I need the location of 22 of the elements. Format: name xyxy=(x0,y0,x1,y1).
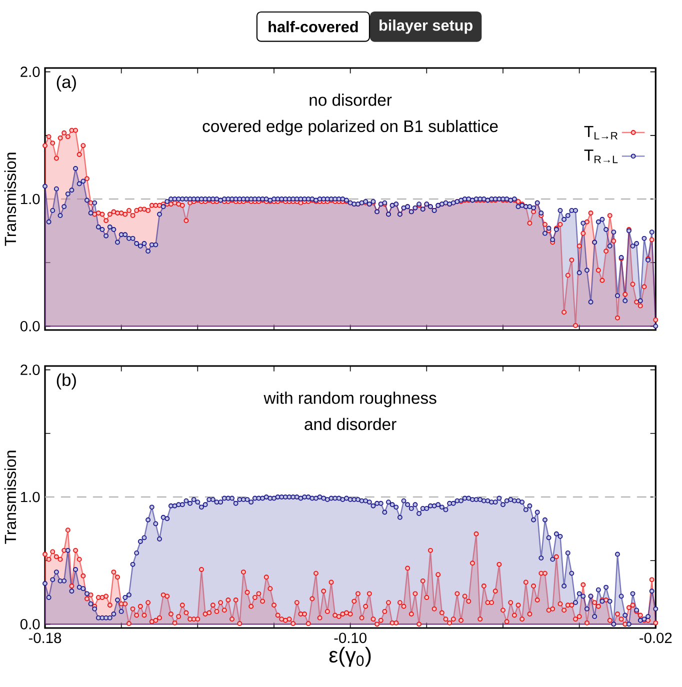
y-axis-title: Transmission xyxy=(4,450,16,544)
annotation: no disorder xyxy=(310,94,392,106)
annotation: with random roughness xyxy=(264,392,436,408)
x-tick-label: -0.18 xyxy=(28,632,62,644)
legend-label: T$_{L→R}$ xyxy=(584,126,618,140)
annotation: covered edge polarized on B1 sublattice xyxy=(202,120,498,136)
y-tick-label: 1.0 xyxy=(21,194,40,204)
legend-label: T$_{R→L}$ xyxy=(584,150,618,164)
y-tick-label: 0.0 xyxy=(20,619,40,630)
y-tick-label: 2.0 xyxy=(20,66,40,78)
annotation: (a) xyxy=(56,75,76,92)
annotation: (b) xyxy=(56,373,76,390)
chart-title: half-covered xyxy=(268,21,358,32)
annotation: and disorder xyxy=(304,418,396,430)
y-tick-label: 0.0 xyxy=(20,321,40,332)
y-axis-title: Transmission xyxy=(4,152,16,246)
y-tick-label: 2.0 xyxy=(20,364,40,376)
chart-subtitle: bilayer setup xyxy=(380,20,472,34)
x-tick-label: -0.10 xyxy=(334,632,366,644)
y-tick-label: 1.0 xyxy=(21,492,40,502)
x-tick-label: -0.02 xyxy=(640,632,672,644)
x-axis-title: ε(γ$_{0}$) xyxy=(329,646,371,667)
